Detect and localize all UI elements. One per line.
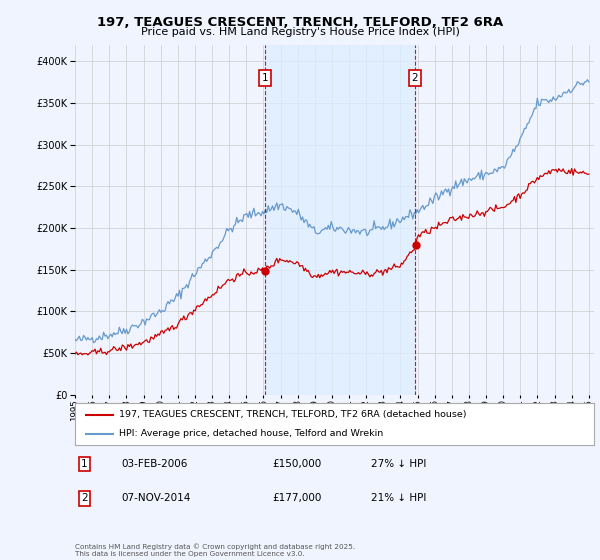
Text: £150,000: £150,000 — [272, 459, 322, 469]
Text: Contains HM Land Registry data © Crown copyright and database right 2025.
This d: Contains HM Land Registry data © Crown c… — [75, 544, 355, 557]
Text: 21% ↓ HPI: 21% ↓ HPI — [371, 493, 426, 503]
Text: 197, TEAGUES CRESCENT, TRENCH, TELFORD, TF2 6RA (detached house): 197, TEAGUES CRESCENT, TRENCH, TELFORD, … — [119, 410, 467, 419]
Text: 07-NOV-2014: 07-NOV-2014 — [122, 493, 191, 503]
Text: 03-FEB-2006: 03-FEB-2006 — [122, 459, 188, 469]
Text: 197, TEAGUES CRESCENT, TRENCH, TELFORD, TF2 6RA: 197, TEAGUES CRESCENT, TRENCH, TELFORD, … — [97, 16, 503, 29]
Text: HPI: Average price, detached house, Telford and Wrekin: HPI: Average price, detached house, Telf… — [119, 430, 383, 438]
Text: Price paid vs. HM Land Registry's House Price Index (HPI): Price paid vs. HM Land Registry's House … — [140, 27, 460, 37]
Text: 2: 2 — [81, 493, 88, 503]
Text: 27% ↓ HPI: 27% ↓ HPI — [371, 459, 426, 469]
Text: 1: 1 — [262, 73, 268, 83]
Text: £177,000: £177,000 — [272, 493, 322, 503]
Bar — [265, 45, 415, 395]
Text: 1: 1 — [81, 459, 88, 469]
Text: 2: 2 — [412, 73, 418, 83]
